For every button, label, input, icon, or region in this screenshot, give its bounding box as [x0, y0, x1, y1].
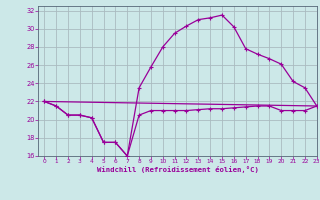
X-axis label: Windchill (Refroidissement éolien,°C): Windchill (Refroidissement éolien,°C): [97, 166, 259, 173]
